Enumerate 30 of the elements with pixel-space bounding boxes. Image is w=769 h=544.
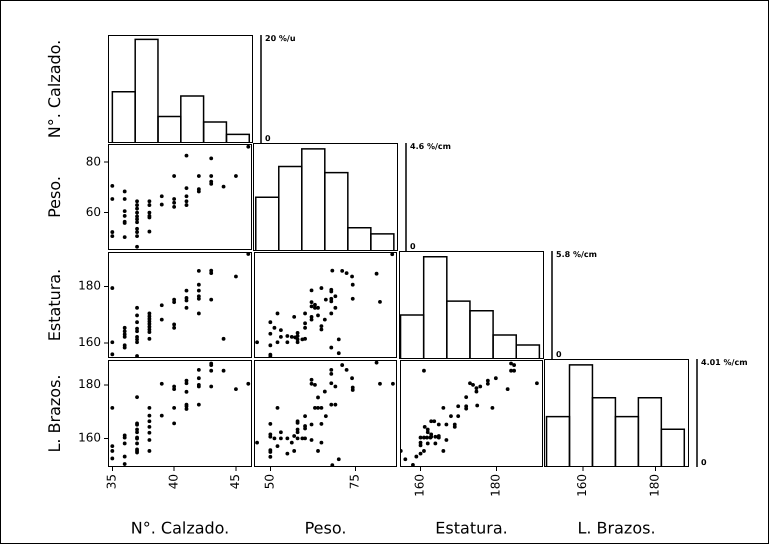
x-axis-title: Estatura. [435, 518, 508, 538]
y-tick-label: 0 [556, 350, 562, 360]
y-tick-label: 4.6 %/cm [410, 142, 451, 152]
y-tick-label: 5.8 %/cm [556, 250, 597, 260]
y-tick-label: 180 [78, 278, 101, 293]
y-axis-title: L. Brazos. [44, 374, 64, 453]
x-tick-label: 180 [488, 474, 503, 497]
y-axis-title: Estatura. [44, 268, 64, 342]
x-tick-label: 75 [348, 474, 362, 490]
y-tick-label: 180 [78, 377, 101, 392]
y-tick-label: 60 [86, 204, 101, 219]
x-tick-label: 160 [574, 474, 589, 497]
x-tick-label: 50 [262, 474, 276, 490]
y-tick-label: 160 [78, 334, 101, 349]
y-tick-label: 0 [410, 242, 416, 252]
y-tick-label: 160 [78, 430, 101, 445]
x-axis-title: Peso. [304, 518, 346, 538]
x-tick-label: 40 [166, 474, 180, 490]
x-tick-label: 35 [104, 474, 118, 490]
x-axis-title: L. Brazos. [577, 518, 656, 538]
y-axis-title: Peso. [44, 176, 64, 218]
x-tick-label: 180 [647, 474, 662, 497]
y-tick-label: 0 [701, 458, 707, 468]
y-tick-label: 0 [265, 134, 271, 144]
y-axis-title: N°. Calzado. [44, 40, 64, 138]
x-axis-title: N°. Calzado. [130, 518, 230, 538]
x-tick-label: 45 [228, 474, 242, 490]
y-tick-label: 4.01 %/cm [701, 358, 748, 368]
y-tick-label: 80 [86, 154, 101, 168]
y-tick-label: 20 %/u [265, 34, 296, 44]
